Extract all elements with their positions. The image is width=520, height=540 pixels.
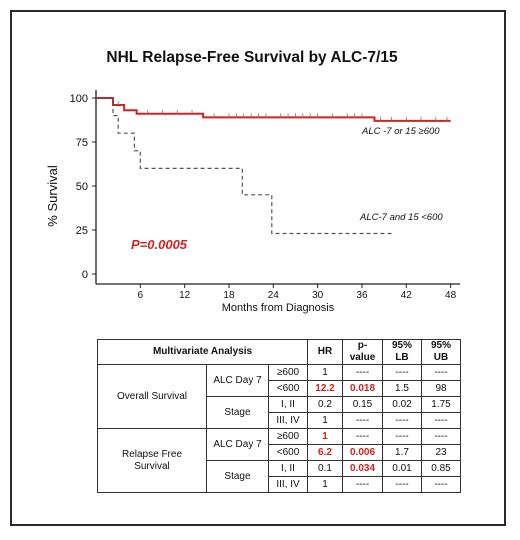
x-tick-label: 12 <box>179 290 191 301</box>
p-cell: ---- <box>342 412 383 429</box>
ub-cell: ---- <box>421 476 461 493</box>
p-cell: ---- <box>342 428 383 445</box>
legend-label-high: ALC -7 or 15 ≥600 <box>361 126 440 137</box>
level-cell: ≥600 <box>268 364 308 381</box>
level-cell: I, II <box>268 396 308 413</box>
level-cell: I, II <box>268 460 308 477</box>
lb-cell: ---- <box>382 412 422 429</box>
factor-alc: ALC Day 7 <box>206 364 269 397</box>
y-tick-label: 25 <box>76 225 88 237</box>
lb-cell: 0.02 <box>382 396 422 413</box>
series-line-high <box>96 97 451 122</box>
p-cell: 0.034 <box>342 460 383 477</box>
x-tick-label: 36 <box>356 290 368 301</box>
p-cell: 0.15 <box>342 396 383 413</box>
level-cell: III, IV <box>268 412 308 429</box>
ub-cell: 23 <box>421 444 461 461</box>
lb-cell: 1.5 <box>382 380 422 397</box>
factor-alc: ALC Day 7 <box>206 428 269 461</box>
hr-cell: 0.1 <box>307 460 343 477</box>
factor-stage: Stage <box>206 396 269 429</box>
p-value-annotation: P=0.0005 <box>131 237 188 252</box>
hr-cell: 1 <box>307 412 343 429</box>
x-tick-label: 30 <box>312 290 324 301</box>
ub-cell: ---- <box>421 412 461 429</box>
ub-cell: ---- <box>421 428 461 445</box>
legend-label-low: ALC-7 and 15 <600 <box>359 212 443 223</box>
header-lb: 95% LB <box>382 339 422 365</box>
ub-cell: 98 <box>421 380 461 397</box>
level-cell: III, IV <box>268 476 308 493</box>
p-cell: ---- <box>342 476 383 493</box>
lb-cell: 1.7 <box>382 444 422 461</box>
hr-cell: 1 <box>307 364 343 381</box>
ub-cell: ---- <box>421 364 461 381</box>
hr-cell: 6.2 <box>307 444 343 461</box>
y-tick-label: 100 <box>70 93 88 105</box>
x-tick-label: 18 <box>223 290 235 301</box>
hr-cell: 0.2 <box>307 396 343 413</box>
p-cell: 0.006 <box>342 444 383 461</box>
header-ub: 95% UB <box>421 339 461 365</box>
header-hr: HR <box>307 339 343 365</box>
p-cell: 0.018 <box>342 380 383 397</box>
header-pvalue: p- value <box>342 339 383 365</box>
x-tick-label: 42 <box>401 290 413 301</box>
level-cell: <600 <box>268 444 308 461</box>
ub-cell: 1.75 <box>421 396 461 413</box>
lb-cell: ---- <box>382 428 422 445</box>
y-axis-label: % Survival <box>45 165 60 227</box>
y-tick-label: 75 <box>76 137 88 149</box>
series-line-low <box>96 97 392 235</box>
survival-chart: NHL Relapse-Free Survival by ALC-7/15 % … <box>45 49 460 314</box>
level-cell: <600 <box>268 380 308 397</box>
ub-cell: 0.85 <box>421 460 461 477</box>
multivariate-table: Multivariate Analysis HR p- value 95% LB… <box>97 339 461 493</box>
x-tick-label: 24 <box>268 290 280 301</box>
header-analysis: Multivariate Analysis <box>97 339 308 365</box>
x-tick-label: 6 <box>138 290 144 301</box>
plot-area: 0 25 50 75 100 6 12 18 24 30 36 42 48 <box>70 90 460 301</box>
p-cell: ---- <box>342 364 383 381</box>
chart-title: NHL Relapse-Free Survival by ALC-7/15 <box>106 49 398 66</box>
lb-cell: ---- <box>382 476 422 493</box>
figure-frame <box>10 10 506 526</box>
section-relapse-free: Relapse Free Survival <box>97 428 207 493</box>
factor-stage: Stage <box>206 460 269 493</box>
hr-cell: 1 <box>307 476 343 493</box>
lb-cell: 0.01 <box>382 460 422 477</box>
lb-cell: ---- <box>382 364 422 381</box>
hr-cell: 1 <box>307 428 343 445</box>
x-axis-label: Months from Diagnosis <box>222 302 335 314</box>
hr-cell: 12.2 <box>307 380 343 397</box>
section-overall: Overall Survival <box>97 364 207 429</box>
y-tick-label: 50 <box>76 181 88 193</box>
level-cell: ≥600 <box>268 428 308 445</box>
x-tick-label: 48 <box>445 290 457 301</box>
y-tick-label: 0 <box>82 269 88 281</box>
